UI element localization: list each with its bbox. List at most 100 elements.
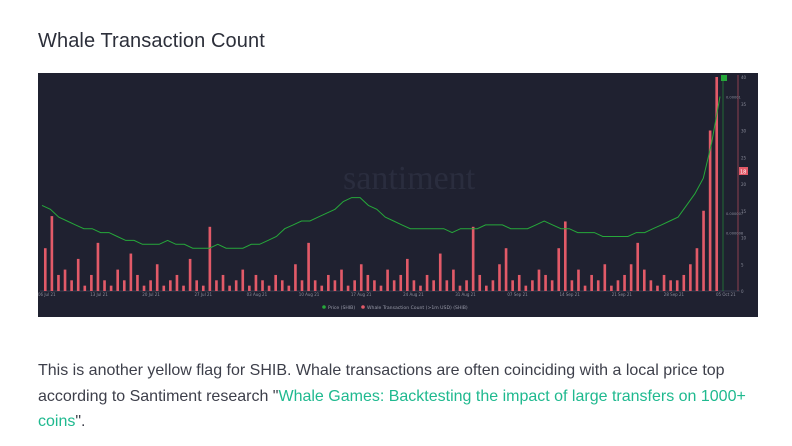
count-bar xyxy=(254,274,258,291)
count-marker-label: 18 xyxy=(740,170,746,176)
count-bar xyxy=(307,242,310,291)
count-bar xyxy=(596,280,600,291)
count-bar xyxy=(76,258,80,291)
x-tick-label: 31 Aug 21 xyxy=(455,292,476,297)
count-bar xyxy=(695,248,699,291)
count-bar xyxy=(445,280,449,291)
count-bar xyxy=(103,280,106,291)
count-bar xyxy=(550,280,554,291)
count-bar xyxy=(340,269,343,291)
x-tick-label: 03 Aug 21 xyxy=(247,292,268,297)
count-bar xyxy=(485,285,488,291)
chart-svg: santiment 06 Jul 21 13 Jul 21 20 Jul 21 27 … xyxy=(38,75,748,311)
count-bar xyxy=(333,280,337,291)
count-bar xyxy=(70,280,73,291)
count-bar xyxy=(517,274,521,291)
count-bar xyxy=(274,274,277,291)
count-bar xyxy=(491,280,495,291)
count-bar xyxy=(261,280,264,291)
count-bar xyxy=(452,269,455,291)
x-axis-ticks: 06 Jul 21 13 Jul 21 20 Jul 21 27 Jul 21 03 A… xyxy=(38,292,736,297)
section-title: Whale Transaction Count xyxy=(38,30,265,52)
count-bar xyxy=(248,285,251,291)
y-count-tick-label: 15 xyxy=(741,209,747,214)
count-bar xyxy=(149,280,152,291)
count-bar xyxy=(623,274,626,291)
count-bar xyxy=(583,285,587,291)
x-tick-label: 05 Oct 21 xyxy=(716,292,736,297)
legend-price-label: Price (SHIB) xyxy=(328,305,355,311)
x-tick-label: 13 Jul 21 xyxy=(90,292,108,297)
count-bar xyxy=(155,264,159,291)
count-bar xyxy=(524,285,528,291)
count-bar xyxy=(669,280,672,291)
count-bar xyxy=(300,280,304,291)
count-bar xyxy=(511,280,514,291)
count-bar xyxy=(294,264,297,291)
count-bar xyxy=(346,285,350,291)
count-bar xyxy=(675,280,679,291)
count-bar xyxy=(366,274,370,291)
price-marker xyxy=(721,75,727,81)
legend-count-label: Whale Transaction Count (>1m USD) (SHIB) xyxy=(367,305,468,311)
count-bar xyxy=(616,280,620,291)
chart-legend: Price (SHIB) Whale Transaction Count (>1… xyxy=(322,305,468,311)
y-price-tick-label: 0.00001 xyxy=(726,96,741,100)
legend-price-swatch xyxy=(322,305,326,309)
x-tick-label: 21 Sep 21 xyxy=(612,292,633,297)
count-bar xyxy=(689,264,692,291)
count-bar xyxy=(610,285,613,291)
x-tick-label: 20 Jul 21 xyxy=(142,292,160,297)
count-bar xyxy=(142,285,146,291)
count-bar xyxy=(57,274,60,291)
count-bar xyxy=(90,274,93,291)
count-bar xyxy=(577,269,580,291)
count-bar xyxy=(50,216,54,291)
count-bar xyxy=(570,280,574,291)
research-link[interactable]: Whale Games: Backtesting the impact of l… xyxy=(38,387,746,431)
y-count-tick-label: 40 xyxy=(741,75,747,80)
count-bar xyxy=(122,280,126,291)
count-bar xyxy=(504,248,508,291)
y-count-tick-label: 0 xyxy=(741,289,744,294)
count-bar xyxy=(136,274,139,291)
count-bar xyxy=(682,274,686,291)
y-price-tick-label: 0.000007 xyxy=(726,212,743,216)
count-bar xyxy=(458,285,462,291)
count-bar xyxy=(656,285,659,291)
count-bar xyxy=(662,274,666,291)
count-bar xyxy=(327,274,330,291)
count-bar xyxy=(563,221,567,291)
count-bar xyxy=(465,280,468,291)
count-bar xyxy=(43,248,47,291)
count-bar xyxy=(438,253,442,291)
count-bar xyxy=(537,269,541,291)
paragraph-end: ". xyxy=(75,413,86,430)
count-bar xyxy=(498,264,501,291)
count-bar xyxy=(188,258,192,291)
x-tick-label: 17 Aug 21 xyxy=(351,292,372,297)
count-bar xyxy=(234,280,238,291)
count-bar xyxy=(531,280,534,291)
count-bar xyxy=(478,274,482,291)
x-tick-label: 07 Sep 21 xyxy=(507,292,528,297)
count-bar xyxy=(544,274,547,291)
count-bar xyxy=(432,280,435,291)
count-bar xyxy=(419,285,422,291)
count-bar xyxy=(715,77,719,291)
count-bar xyxy=(406,258,409,291)
count-bar xyxy=(208,226,212,291)
count-bar xyxy=(169,280,172,291)
count-bar xyxy=(313,280,317,291)
count-bar xyxy=(228,285,231,291)
count-bar xyxy=(353,280,356,291)
count-bar xyxy=(590,274,593,291)
count-bar xyxy=(116,269,120,291)
count-bar xyxy=(629,264,633,291)
count-bar xyxy=(280,280,284,291)
count-bar xyxy=(267,285,271,291)
count-bar xyxy=(636,242,640,291)
whale-transaction-chart: santiment 06 Jul 21 13 Jul 21 20 Jul 21 27 … xyxy=(38,73,758,317)
chart-watermark: santiment xyxy=(343,160,476,197)
article-paragraph: This is another yellow flag for SHIB. Wh… xyxy=(38,358,758,435)
